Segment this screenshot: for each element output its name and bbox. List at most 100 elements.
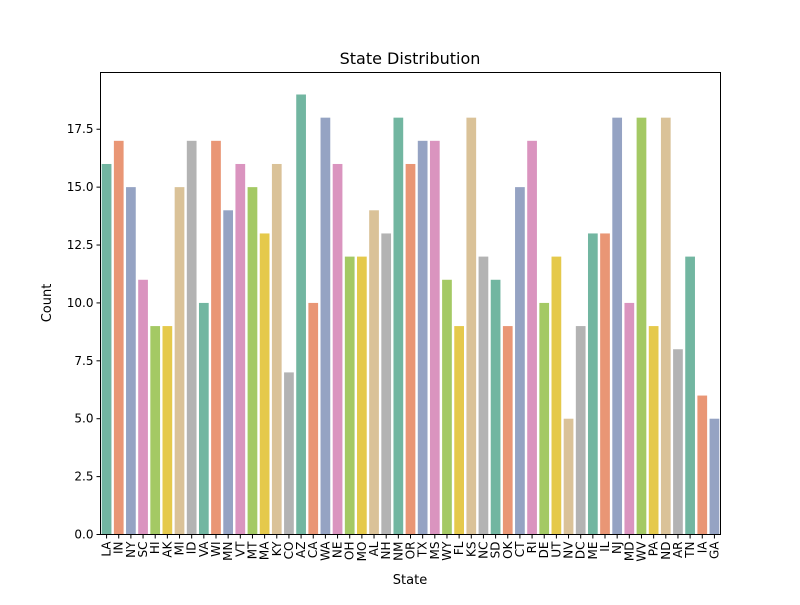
x-tick-label: MD [622, 542, 636, 562]
x-tick-label: OR [404, 542, 418, 560]
x-tick-label: TX [416, 542, 430, 559]
x-tick-label: NJ [610, 542, 624, 555]
y-tick-label: 17.5 [67, 122, 94, 136]
x-tick-label: NY [124, 541, 138, 558]
bar-MT [247, 187, 258, 535]
x-tick-label: VA [197, 541, 211, 557]
x-tick-label: AL [367, 541, 381, 556]
bar-TX [417, 140, 428, 535]
bar-TN [685, 256, 695, 535]
bar-WI [211, 140, 221, 535]
bar-AR [673, 349, 683, 535]
bar-NJ [612, 117, 623, 535]
bar-HI [150, 326, 161, 535]
bar-IN [113, 140, 124, 535]
bar-NE [332, 163, 343, 535]
bar-NM [393, 117, 404, 535]
chart-title: State Distribution [340, 49, 481, 68]
y-tick-label: 15.0 [67, 180, 94, 194]
y-tick-label: 7.5 [74, 354, 93, 368]
x-tick-label: SD [489, 542, 503, 559]
bar-NV [563, 418, 574, 535]
x-tick-label: AR [671, 542, 685, 559]
x-tick-label: ND [659, 542, 673, 560]
x-tick-label: KY [270, 541, 284, 556]
bar-OR [405, 163, 416, 535]
x-tick-label: LA [100, 541, 114, 557]
x-tick-label: VT [233, 541, 247, 557]
x-tick-label: IL [598, 541, 612, 552]
bar-WA [320, 117, 331, 535]
x-tick-label: NM [391, 542, 405, 561]
y-tick-label: 5.0 [74, 412, 93, 426]
bar-MS [429, 140, 440, 535]
x-tick-label: GA [707, 541, 721, 559]
bar-NY [126, 187, 136, 535]
x-tick-label: IN [112, 542, 126, 555]
plot-frame [100, 72, 721, 535]
x-tick-label: CA [306, 541, 320, 558]
x-tick-label: MT [245, 541, 259, 559]
x-tick-label: WV [634, 541, 648, 562]
bar-LA [101, 163, 112, 535]
x-axis: LAINNYSCHIAKMIIDVAWIMNVTMTMAKYCOAZCAWANE… [100, 534, 721, 562]
x-tick-label: AK [160, 540, 174, 557]
x-tick-label: TN [683, 542, 697, 559]
bar-ME [587, 233, 598, 535]
x-tick-label: MO [355, 542, 369, 562]
bar-GA [709, 418, 720, 535]
bar-IA [697, 395, 708, 535]
bar-DE [539, 302, 550, 535]
bar-KS [466, 117, 477, 535]
bar-OH [344, 256, 355, 535]
x-tick-label: WI [209, 542, 223, 557]
x-tick-label: UT [549, 541, 563, 558]
x-tick-label: OK [501, 540, 515, 558]
x-tick-label: DE [537, 542, 551, 559]
y-axis-label: Count [40, 284, 55, 323]
x-tick-label: NV [562, 541, 576, 559]
x-tick-label: IA [695, 541, 709, 554]
bar-MO [357, 256, 367, 535]
x-tick-label: ME [586, 542, 600, 560]
bar-MI [174, 187, 185, 535]
bar-SC [138, 279, 148, 535]
bar-VT [235, 163, 246, 535]
bar-ND [660, 117, 671, 535]
bar-WY [442, 279, 452, 535]
x-tick-label: MA [258, 541, 272, 560]
x-tick-label: MN [221, 542, 235, 561]
bar-FL [454, 326, 464, 535]
x-tick-label: SC [136, 542, 150, 558]
y-tick-label: 10.0 [67, 296, 94, 310]
bar-OK [502, 326, 513, 535]
x-tick-label: NE [331, 542, 345, 559]
bar-NH [381, 233, 392, 535]
bar-PA [648, 326, 659, 535]
x-tick-label: KS [464, 542, 478, 558]
x-tick-label: DC [574, 542, 588, 560]
y-tick-label: 2.5 [74, 470, 93, 484]
x-tick-label: MI [173, 542, 187, 556]
bar-VA [198, 302, 209, 535]
x-tick-label: RI [525, 542, 539, 554]
bar-AK [162, 326, 173, 535]
x-tick-label: NH [379, 542, 393, 560]
bar-WV [636, 117, 647, 535]
bar-ID [186, 140, 197, 535]
bar-DC [575, 326, 586, 535]
bar-NC [478, 256, 489, 535]
bar-MN [223, 210, 234, 535]
y-tick-label: 12.5 [67, 238, 94, 252]
bar-AZ [296, 94, 306, 535]
x-tick-label: CO [282, 542, 296, 560]
bar-RI [527, 140, 537, 535]
x-tick-label: HI [148, 542, 162, 555]
x-tick-label: ID [185, 542, 199, 555]
x-tick-label: MS [428, 542, 442, 560]
x-tick-label: PA [647, 541, 661, 556]
x-tick-label: OH [343, 542, 357, 560]
bar-IL [600, 233, 610, 535]
